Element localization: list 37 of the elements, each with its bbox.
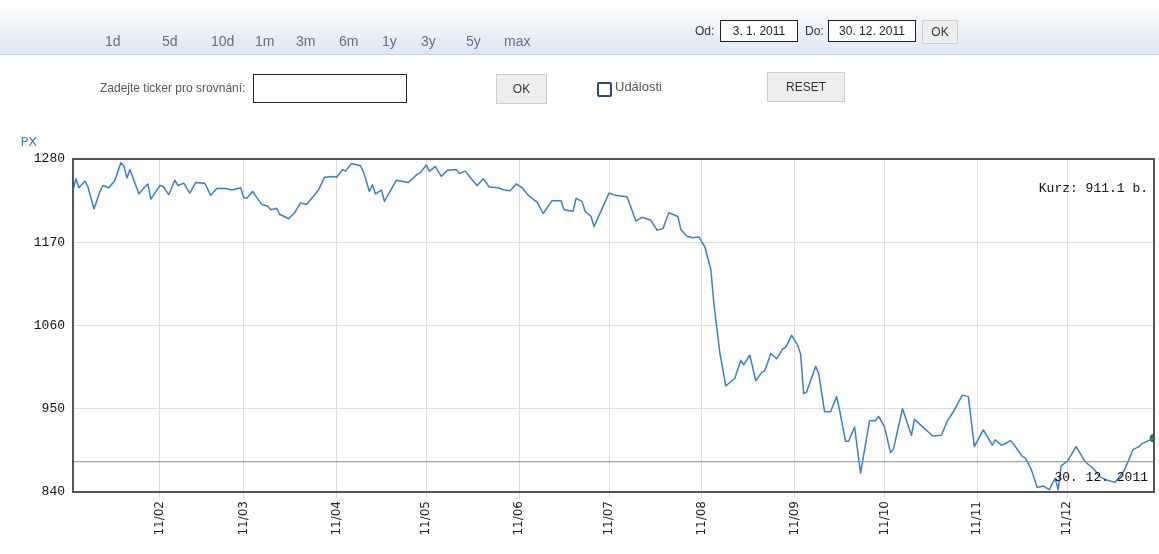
date-field: 3. 1. 2011 — [720, 20, 798, 42]
y-tick-label: 840 — [41, 484, 65, 500]
text: PX — [20, 133, 38, 149]
text: 1d — [105, 32, 121, 50]
text: 6m — [339, 32, 359, 50]
text: 1m — [255, 32, 275, 50]
date-field: 30. 12. 2011 — [828, 20, 916, 42]
text: Od: — [695, 23, 715, 40]
annotation: Kurz: 911.1 b. — [1038, 181, 1148, 197]
x-tick-label: 11/10 — [876, 501, 891, 536]
text: 3y — [421, 32, 436, 50]
x-tick-label: 11/11 — [969, 501, 984, 536]
text: Události — [615, 78, 662, 96]
x-tick-label: 11/07 — [601, 501, 616, 536]
x-tick-label: 11/09 — [786, 501, 801, 536]
x-tick-label: 11/02 — [151, 501, 166, 536]
text: Zadejte ticker pro srovnání: — [100, 80, 246, 97]
y-tick-label: 1170 — [33, 234, 65, 250]
text: Do: — [805, 23, 824, 40]
x-tick-label: 11/03 — [235, 501, 250, 536]
y-tick-label: 1280 — [33, 151, 65, 167]
text: 10d — [211, 32, 235, 50]
x-tick-label: 11/04 — [328, 501, 343, 536]
button: OK — [496, 74, 547, 104]
text: 5d — [162, 32, 178, 50]
x-tick-label: 11/12 — [1059, 501, 1074, 536]
button: OK — [922, 20, 958, 44]
y-tick-label: 950 — [41, 401, 65, 417]
x-tick-label: 11/06 — [511, 501, 526, 536]
button: RESET — [767, 72, 845, 102]
y-tick-label: 1060 — [33, 317, 65, 333]
text: 3m — [296, 32, 316, 50]
text: max — [504, 32, 531, 50]
text: 5y — [466, 32, 481, 50]
x-tick-label: 11/05 — [418, 501, 433, 536]
x-tick-label: 11/08 — [693, 501, 708, 536]
text: 1y — [382, 32, 397, 50]
